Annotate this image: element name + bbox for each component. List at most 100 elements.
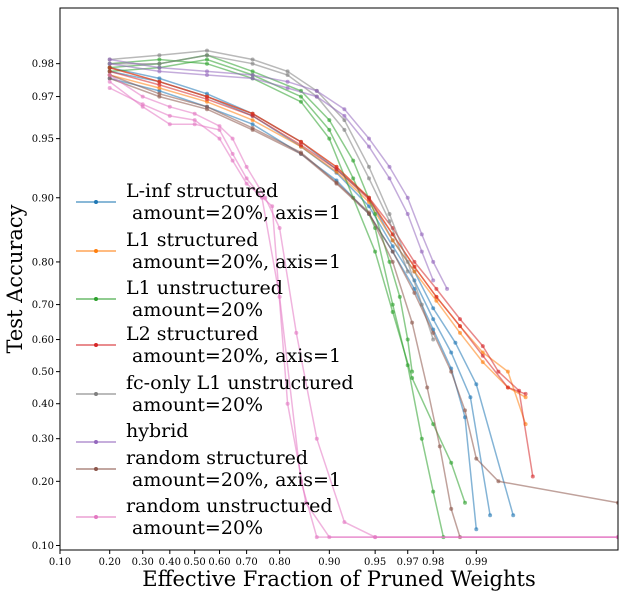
data-point [367,204,371,209]
x-tick-label: 0.40 [159,557,181,568]
data-point [314,535,319,540]
data-point [431,278,436,283]
data-point [496,369,501,374]
data-point [523,391,528,396]
data-point [419,249,424,254]
data-point [327,535,332,540]
data-point [434,286,439,291]
data-point [107,86,112,90]
data-point [205,91,209,96]
legend-item: L1 unstructured amount=20% [76,277,283,321]
x-tick-label: 0.10 [49,557,71,568]
data-point [342,113,347,118]
data-point [342,520,347,525]
legend-item: random unstructured amount=20% [76,495,333,539]
data-point [250,113,255,118]
x-tick-label: 0.97 [397,557,419,568]
y-tick-label: 0.30 [32,434,54,445]
data-point [445,286,450,291]
data-point [410,320,415,325]
data-point [474,382,479,387]
data-point [299,139,303,144]
legend-swatch-marker [94,297,98,301]
legend-label: hybrid [126,420,188,442]
data-point [250,126,255,130]
plot-frame [59,7,619,551]
data-point [530,474,535,479]
series-7 [107,73,618,540]
data-point [434,298,439,303]
data-point [314,94,319,99]
x-tick-label: 0.70 [235,557,257,568]
data-point [250,57,255,62]
data-point [431,306,436,311]
data-point [511,513,516,518]
data-point [157,82,162,87]
data-point [192,118,197,123]
data-point [449,369,454,374]
data-point [437,444,442,449]
data-point [405,337,410,342]
data-point [480,360,485,365]
data-point [277,226,282,230]
y-tick-label: 0.40 [32,399,54,410]
data-point [405,212,410,216]
data-point [390,259,395,264]
data-point [449,350,454,355]
data-point [342,107,347,112]
data-point [205,57,209,62]
data-point [157,57,162,62]
legend-label: L2 structured amount=20%, axis=1 [126,323,341,367]
data-point [230,158,235,163]
y-tick-label: 0.10 [32,541,54,552]
legend-swatch-marker [94,200,98,204]
legend-label: L1 unstructured amount=20% [126,277,283,321]
data-point [405,259,410,264]
data-point [217,127,222,132]
data-point [390,238,395,243]
data-point [250,118,255,123]
data-point [412,264,417,269]
data-point [205,48,209,53]
data-point [387,176,392,181]
data-point [205,69,209,74]
data-point [299,94,303,99]
data-point [107,69,112,74]
data-point [157,65,162,70]
data-point [285,401,290,406]
y-tick-label: 0.97 [32,92,54,103]
data-point [449,506,454,511]
data-point [157,86,162,90]
legend: L-inf structured amount=20%, axis=1 L1 st… [76,180,354,539]
data-point [299,143,303,147]
x-tick-label: 0.20 [99,557,121,568]
data-point [294,330,299,335]
y-tick-label: 0.98 [32,59,54,70]
data-point [431,489,436,494]
data-point [205,97,209,102]
data-point [434,294,439,299]
data-point [410,376,415,380]
data-point [373,249,378,254]
data-point [390,302,395,307]
data-point [167,122,172,127]
data-point [334,180,339,185]
y-tick-label: 0.80 [32,257,54,268]
data-point [192,122,197,127]
data-point [140,102,145,107]
legend-label: L-inf structured amount=20%, axis=1 [126,180,341,224]
data-point [205,61,209,66]
data-point [205,53,209,58]
data-point [157,94,162,99]
data-point [205,104,209,109]
data-point [373,212,378,216]
legend-label: random unstructured amount=20% [126,495,333,539]
data-point [431,259,436,264]
data-point [419,436,424,441]
data-point [334,167,339,172]
series-line [109,62,434,281]
legend-swatch-marker [94,440,98,444]
data-point [107,73,112,77]
y-tick-label: 0.70 [32,300,54,311]
legend-item: random structured amount=20%, axis=1 [76,447,341,491]
